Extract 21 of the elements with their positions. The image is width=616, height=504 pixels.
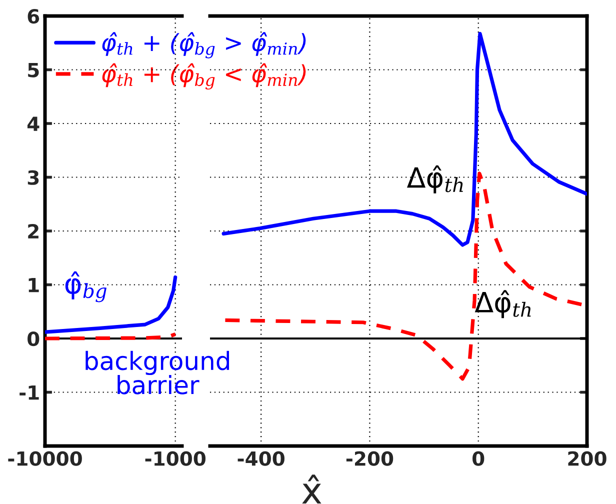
legend-label: φ̂$_{th}$ + (φ̂$_{bg}$ > φ̂$_{min}$) (102, 32, 306, 58)
y-tick-label: 1 (28, 278, 39, 292)
x-axis-title: x̂ (302, 474, 322, 504)
y-tick-label: 2 (28, 224, 38, 238)
y-tick-label: 5 (28, 62, 39, 78)
x-tick-label: -1000 (145, 451, 206, 466)
y-tick-label: -1 (20, 385, 39, 400)
x-tick-label: 200 (568, 451, 606, 466)
legend-label: φ̂$_{th}$ + (φ̂$_{bg}$ < φ̂$_{min}$) (102, 63, 306, 90)
x-tick-label: -10000 (8, 451, 82, 466)
y-tick-label: 6 (28, 8, 40, 24)
annotation: Δφ̂$_{th}$ (406, 165, 463, 194)
annotation: background barrier (86, 350, 229, 394)
y-tick-label: 3 (28, 170, 39, 185)
x-tick-label: -200 (346, 451, 394, 466)
annotation: Δφ̂$_{th}$ (474, 290, 531, 318)
y-tick-label: 0 (28, 331, 40, 346)
y-tick-label: 4 (27, 116, 40, 131)
x-tick-label: 0 (472, 451, 484, 466)
annotation: φ̂$_{bg}$ (65, 271, 107, 302)
x-tick-label: -400 (238, 451, 284, 466)
